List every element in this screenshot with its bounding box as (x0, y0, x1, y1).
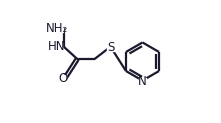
Bar (60, 75, 66, 83)
Text: S: S (107, 41, 114, 54)
Text: NH₂: NH₂ (46, 22, 68, 35)
Bar (51, 24, 63, 32)
Text: N: N (138, 75, 147, 88)
Bar (139, 78, 146, 86)
Text: HN: HN (48, 40, 66, 53)
Bar (107, 43, 114, 51)
Bar (52, 43, 62, 51)
Text: O: O (59, 72, 68, 85)
